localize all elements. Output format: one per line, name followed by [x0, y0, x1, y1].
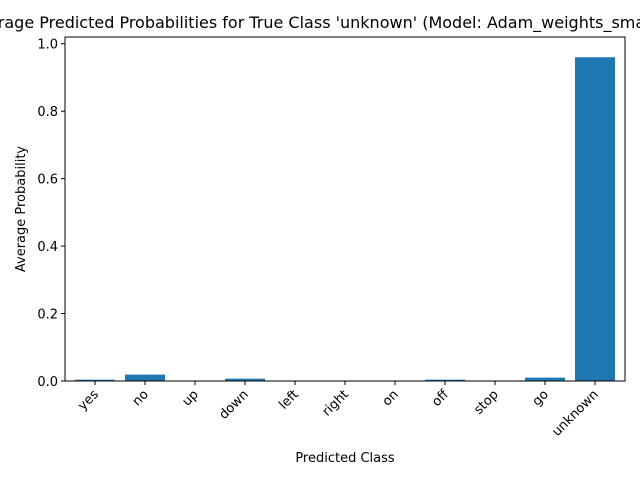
x-tick-label: unknown [549, 387, 601, 439]
x-tick-label: go [530, 387, 552, 409]
bar-no [125, 374, 165, 381]
x-tick-label: yes [75, 387, 102, 414]
bar-yes [75, 379, 115, 381]
y-axis: 0.0 0.2 0.4 0.6 0.8 1.0 [37, 38, 65, 390]
x-tick-label: on [380, 387, 402, 409]
y-tick-label: 0.8 [37, 105, 58, 120]
bar-go [525, 377, 565, 381]
x-tick-label: up [180, 387, 202, 409]
x-axis-label: Predicted Class [295, 451, 395, 466]
y-axis-label: Average Probability [14, 146, 29, 273]
chart-title: Average Predicted Probabilities for True… [0, 13, 640, 33]
y-tick-label: 0.2 [37, 308, 58, 323]
x-tick-label: down [216, 387, 251, 422]
bar-off [425, 379, 465, 381]
y-tick-label: 0.6 [37, 173, 58, 188]
bars-group [75, 57, 615, 382]
y-tick-label: 1.0 [37, 38, 58, 53]
y-tick-label: 0.4 [37, 240, 58, 255]
x-tick-label: off [429, 386, 452, 409]
x-tick-label: left [276, 387, 302, 413]
bar-down [225, 378, 265, 381]
x-tick-label: stop [471, 387, 501, 417]
plot-frame [64, 36, 626, 382]
x-tick-label: right [320, 387, 352, 419]
x-tick-label: no [130, 387, 152, 409]
y-tick-label: 0.0 [37, 375, 58, 390]
bar-unknown [575, 57, 615, 382]
